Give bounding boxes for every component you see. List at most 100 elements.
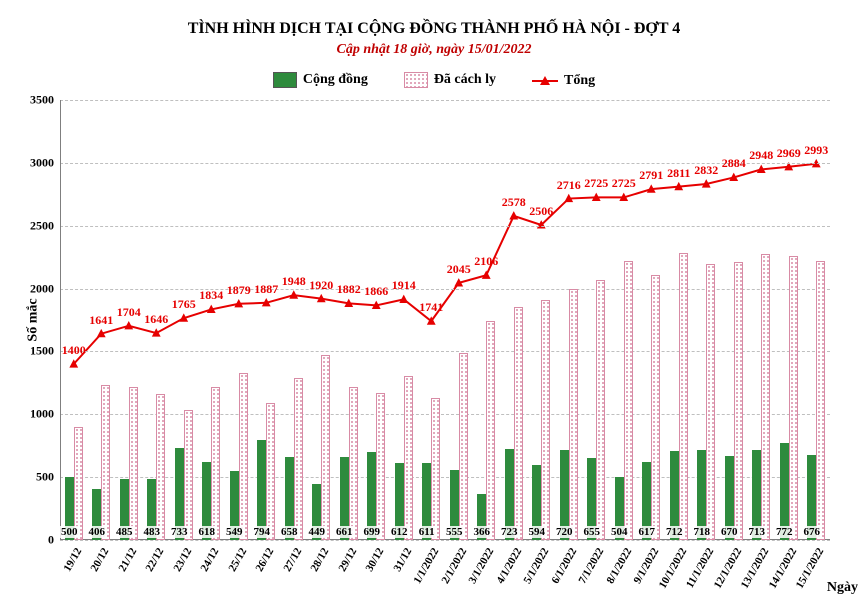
total-value-label: 2948 (749, 148, 773, 163)
x-tick-label: 19/12 (61, 546, 84, 574)
total-value-label: 2716 (557, 178, 581, 193)
total-marker (399, 295, 408, 303)
total-value-label: 2506 (529, 204, 553, 219)
x-tick-label: 1/1/2022 (412, 546, 442, 586)
legend-item-total: Tổng (532, 73, 595, 89)
bar-isolated (651, 275, 660, 540)
x-tick-label: 29/12 (336, 546, 359, 574)
x-tick-label: 5/1/2022 (522, 546, 552, 586)
bar-label-community: 549 (225, 526, 244, 538)
bar-label-community: 366 (472, 526, 491, 538)
total-value-label: 2832 (694, 163, 718, 178)
bar-label-community: 772 (775, 526, 794, 538)
gridline (60, 226, 830, 227)
bar-label-community: 712 (665, 526, 684, 538)
total-value-label: 1866 (364, 284, 388, 299)
x-tick-label: 20/12 (89, 546, 112, 574)
bar-label-community: 485 (115, 526, 134, 538)
x-tick-label: 30/12 (364, 546, 387, 574)
bar-label-community: 718 (692, 526, 711, 538)
total-value-label: 1882 (337, 282, 361, 297)
bar-label-community: 617 (637, 526, 656, 538)
bar-isolated (184, 410, 193, 540)
legend-item-isolated: Đã cách ly (404, 72, 496, 88)
total-value-label: 1641 (89, 313, 113, 328)
bar-isolated (156, 394, 165, 540)
x-axis-label: Ngày (827, 580, 858, 596)
bar-label-community: 504 (610, 526, 629, 538)
x-tick-label: 6/1/2022 (549, 546, 579, 586)
bar-isolated (624, 261, 633, 540)
total-value-label: 2811 (667, 166, 690, 181)
bar-isolated (129, 387, 138, 540)
total-value-label: 1914 (392, 278, 416, 293)
x-tick-label: 23/12 (171, 546, 194, 574)
bar-label-community: 670 (720, 526, 739, 538)
bar-isolated (101, 385, 110, 540)
legend: Cộng đồng Đã cách ly Tổng (0, 72, 868, 93)
total-value-label: 2578 (502, 195, 526, 210)
bar-label-community: 720 (555, 526, 574, 538)
total-value-label: 1887 (254, 282, 278, 297)
bar-isolated (734, 262, 743, 540)
y-tick-label: 2000 (30, 281, 54, 296)
x-tick-label: 2/1/2022 (439, 546, 469, 586)
total-value-label: 2045 (447, 262, 471, 277)
x-tick-label: 22/12 (144, 546, 167, 574)
bar-label-community: 676 (802, 526, 821, 538)
x-tick-label: 7/1/2022 (577, 546, 607, 586)
y-tick-label: 0 (48, 533, 54, 548)
bar-isolated (761, 254, 770, 540)
bar-isolated (459, 353, 468, 540)
bar-label-community: 449 (307, 526, 326, 538)
total-value-label: 1741 (419, 300, 443, 315)
bar-isolated (486, 321, 495, 540)
bar-label-community: 713 (747, 526, 766, 538)
bar-label-community: 500 (60, 526, 79, 538)
bar-isolated (569, 289, 578, 540)
total-value-label: 1646 (144, 312, 168, 327)
bar-isolated (266, 403, 275, 540)
total-value-label: 2969 (777, 146, 801, 161)
legend-item-community: Cộng đồng (273, 72, 368, 88)
bar-isolated (679, 253, 688, 540)
total-value-label: 2725 (612, 176, 636, 191)
total-value-label: 1948 (282, 274, 306, 289)
legend-swatch (404, 72, 428, 88)
legend-label: Tổng (564, 73, 595, 89)
y-tick-label: 2500 (30, 218, 54, 233)
bar-isolated (349, 387, 358, 540)
bar-label-community: 794 (252, 526, 271, 538)
bar-isolated (211, 387, 220, 540)
total-value-label: 1765 (172, 297, 196, 312)
bar-isolated (321, 355, 330, 540)
total-value-label: 2791 (639, 168, 663, 183)
total-value-label: 1400 (62, 343, 86, 358)
gridline (60, 540, 830, 541)
y-tick-label: 500 (36, 470, 54, 485)
bar-label-community: 733 (170, 526, 189, 538)
total-marker (482, 270, 491, 278)
x-tick-label: 27/12 (281, 546, 304, 574)
y-axis-label: Số mắc (26, 298, 42, 341)
bar-isolated (514, 307, 523, 540)
bar-isolated (239, 373, 248, 540)
bar-label-community: 406 (87, 526, 106, 538)
y-tick-label: 3500 (30, 93, 54, 108)
bar-label-community: 655 (582, 526, 601, 538)
x-tick-label: 24/12 (199, 546, 222, 574)
bar-label-community: 612 (390, 526, 409, 538)
legend-line-swatch (532, 74, 558, 88)
total-value-label: 1704 (117, 305, 141, 320)
x-tick-label: 31/12 (391, 546, 414, 574)
total-marker (124, 321, 133, 329)
bar-label-community: 555 (445, 526, 464, 538)
legend-swatch (273, 72, 297, 88)
x-tick-label: 26/12 (254, 546, 277, 574)
x-tick-label: 28/12 (309, 546, 332, 574)
bar-isolated (294, 378, 303, 540)
total-value-label: 2106 (474, 254, 498, 269)
bar-isolated (541, 300, 550, 540)
chart-title: TÌNH HÌNH DỊCH TẠI CỘNG ĐỒNG THÀNH PHỐ H… (0, 20, 868, 38)
bar-label-community: 611 (418, 526, 436, 538)
